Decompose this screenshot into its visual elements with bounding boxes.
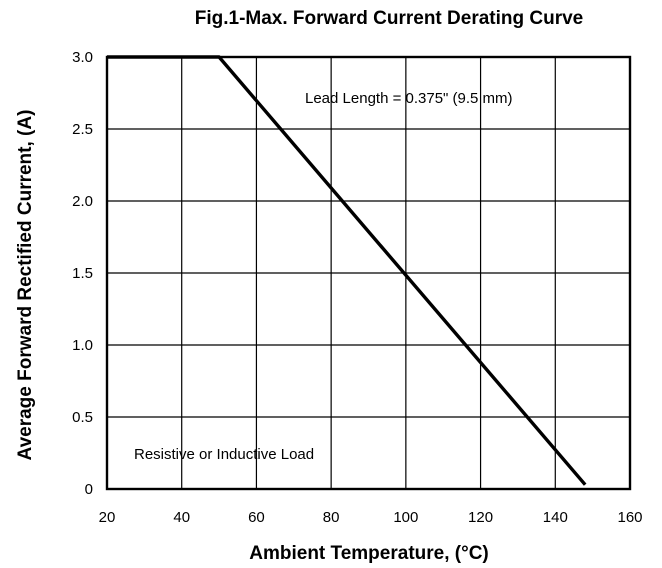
chart-title: Fig.1-Max. Forward Current Derating Curv…	[195, 8, 584, 29]
x-tick-label: 100	[393, 509, 418, 526]
x-tick-label: 160	[617, 509, 642, 526]
grid	[107, 57, 630, 489]
x-tick-label: 20	[99, 509, 116, 526]
y-tick-label: 2.5	[72, 121, 93, 138]
y-tick-label: 1.0	[72, 337, 93, 354]
plot-frame	[105, 55, 632, 491]
x-axis-label: Ambient Temperature, (°C)	[249, 543, 489, 564]
x-tick-labels: 20 40 60 80 100 120 140 160	[99, 509, 643, 526]
y-tick-label: 0	[85, 481, 93, 498]
y-tick-label: 3.0	[72, 49, 93, 66]
y-tick-label: 2.0	[72, 193, 93, 210]
series	[107, 55, 587, 486]
y-tick-label: 0.5	[72, 409, 93, 426]
x-tick-label: 140	[543, 509, 568, 526]
load-type-annotation: Resistive or Inductive Load	[134, 446, 314, 463]
y-tick-labels: 0 0.5 1.0 1.5 2.0 2.5 3.0	[72, 49, 93, 498]
lead-length-annotation: Lead Length = 0.375" (9.5 mm)	[305, 90, 513, 107]
derating-curve	[107, 55, 587, 486]
x-tick-label: 80	[323, 509, 340, 526]
x-tick-label: 120	[468, 509, 493, 526]
x-tick-label: 40	[173, 509, 190, 526]
y-axis-label: Average Forward Rectified Current, (A)	[15, 110, 36, 461]
y-tick-label: 1.5	[72, 265, 93, 282]
x-tick-label: 60	[248, 509, 265, 526]
